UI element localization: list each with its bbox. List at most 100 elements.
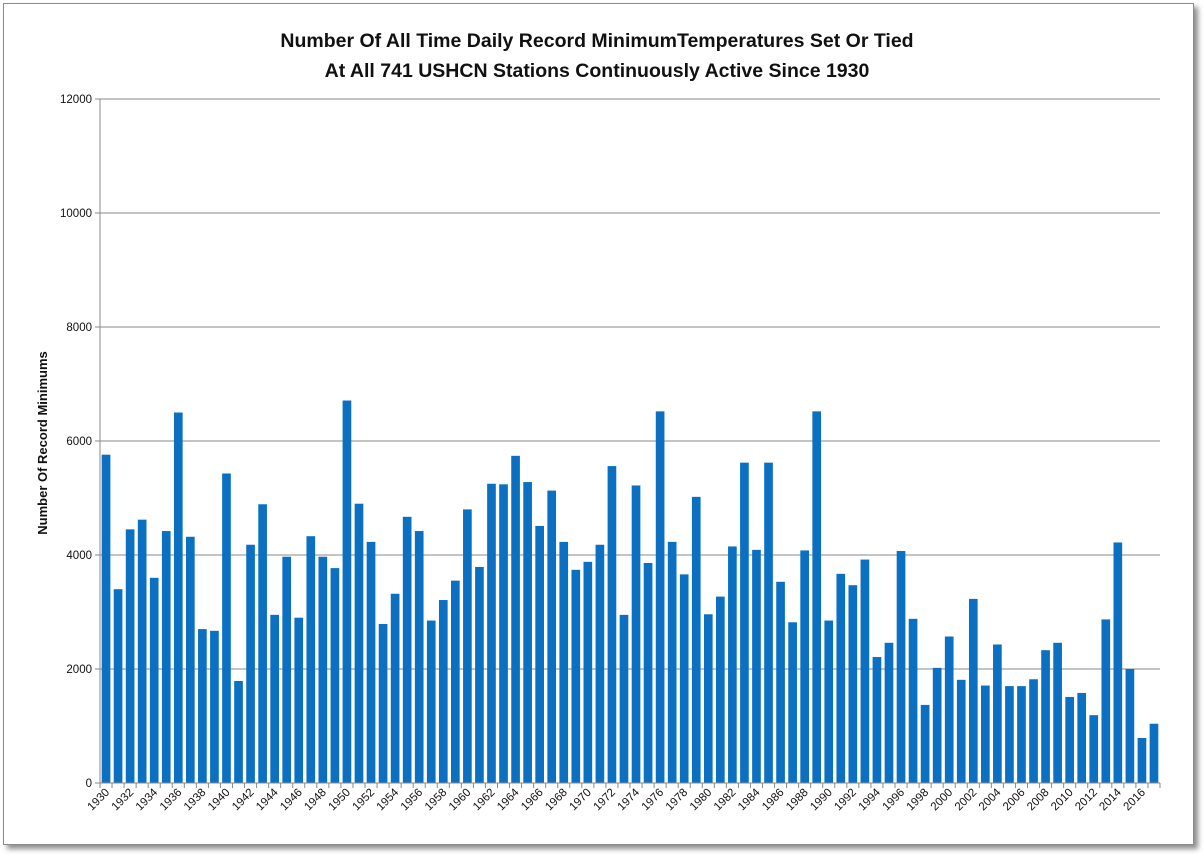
bar-1971	[595, 544, 605, 783]
x-tick-label: 1948	[302, 787, 329, 814]
x-tick-label: 2008	[1025, 787, 1052, 814]
bar-1984	[752, 549, 761, 783]
x-tick-label: 1952	[351, 787, 378, 814]
x-tick-label: 1996	[881, 787, 908, 814]
bar-1990	[824, 620, 834, 783]
bar-1942	[246, 544, 255, 783]
bar-2016	[1137, 737, 1147, 783]
x-tick-label: 2000	[929, 787, 956, 814]
x-tick-label: 1984	[736, 786, 763, 813]
bar-1969	[571, 569, 581, 783]
y-tick-label: 12000	[60, 94, 92, 106]
x-tick-label: 1986	[760, 787, 787, 814]
bar-1937	[186, 536, 195, 783]
bar-1947	[306, 536, 316, 783]
bars	[101, 400, 1159, 783]
bar-1945	[282, 556, 292, 783]
x-tick-label: 1940	[206, 787, 233, 814]
bar-1948	[318, 556, 328, 783]
bar-2010	[1065, 696, 1074, 783]
x-tick-label: 1982	[712, 787, 739, 814]
bar-1952	[366, 541, 376, 783]
bar-1998	[920, 704, 930, 783]
bar-1938	[198, 629, 207, 783]
bar-1931	[113, 589, 123, 783]
bar-2001	[956, 679, 966, 783]
y-tick-label: 10000	[60, 208, 92, 220]
x-tick-label: 2014	[1097, 786, 1124, 813]
bar-1980	[703, 614, 713, 783]
x-axis-ticks: 1930193219341936193819401942194419461948…	[86, 783, 1161, 814]
bar-2013	[1101, 619, 1111, 783]
bar-1988	[800, 550, 809, 783]
x-tick-label: 1978	[664, 787, 691, 814]
y-axis-label: Number Of Record Minimums	[35, 351, 50, 534]
bar-1966	[535, 525, 544, 783]
bar-1995	[884, 642, 894, 783]
y-tick-label: 0	[86, 778, 92, 790]
bar-1997	[908, 618, 918, 783]
bar-1935	[161, 531, 171, 783]
bar-1962	[487, 483, 496, 783]
bar-1987	[788, 622, 797, 783]
x-tick-label: 2002	[953, 787, 980, 814]
bar-1958	[438, 600, 448, 783]
bar-1964	[511, 455, 520, 783]
bar-1961	[475, 566, 484, 783]
bar-1976	[655, 411, 665, 783]
bar-2007	[1029, 679, 1038, 783]
bar-2015	[1125, 669, 1135, 783]
bar-2002	[968, 598, 978, 783]
bar-1930	[101, 454, 111, 783]
bar-1968	[559, 541, 569, 783]
bar-1989	[812, 411, 822, 783]
bar-2008	[1041, 650, 1050, 783]
bar-2017	[1149, 723, 1159, 783]
x-tick-label: 1936	[158, 787, 185, 814]
bar-1999	[932, 667, 942, 783]
bar-1967	[547, 490, 557, 783]
x-tick-label: 1950	[326, 787, 353, 814]
bar-1977	[667, 541, 677, 783]
x-tick-label: 2006	[1001, 787, 1028, 814]
bar-1933	[137, 519, 147, 783]
x-tick-label: 1932	[110, 787, 137, 814]
y-axis-ticks: 0 2000 4000 6000 8000 10000 12000	[60, 94, 100, 790]
bar-1996	[896, 551, 906, 783]
bar-1972	[607, 466, 617, 783]
chart-subtitle: At All 741 USHCN Stations Continuously A…	[325, 60, 870, 82]
bar-2004	[993, 644, 1002, 783]
bar-1936	[173, 412, 183, 783]
x-tick-label: 1934	[134, 786, 161, 813]
bar-1960	[463, 509, 472, 783]
bar-1940	[222, 473, 231, 783]
x-tick-label: 2012	[1073, 787, 1100, 814]
bar-1949	[330, 568, 340, 783]
bar-1944	[270, 614, 279, 783]
bar-1985	[764, 462, 773, 783]
x-tick-label: 1990	[808, 787, 835, 814]
bar-2000	[944, 636, 954, 783]
x-tick-label: 1994	[856, 786, 883, 813]
bar-1950	[342, 400, 352, 783]
bar-1955	[402, 516, 412, 783]
x-tick-label: 2010	[1049, 787, 1076, 814]
x-tick-label: 1972	[591, 787, 618, 814]
x-tick-label: 1938	[182, 787, 209, 814]
x-tick-label: 2016	[1121, 787, 1148, 814]
bar-1954	[390, 593, 400, 783]
x-tick-label: 1946	[278, 787, 305, 814]
chart-title: Number Of All Time Daily Record MinimumT…	[280, 30, 913, 52]
bar-1965	[523, 482, 532, 783]
bar-1953	[378, 623, 388, 783]
x-tick-label: 1964	[495, 786, 522, 813]
y-tick-label: 6000	[66, 436, 92, 448]
x-tick-label: 1970	[567, 787, 594, 814]
bar-2009	[1053, 642, 1062, 783]
bar-1991	[836, 573, 846, 783]
bar-1956	[414, 531, 424, 783]
bar-2011	[1077, 692, 1087, 783]
x-tick-label: 1956	[399, 787, 426, 814]
bar-1978	[679, 574, 689, 783]
